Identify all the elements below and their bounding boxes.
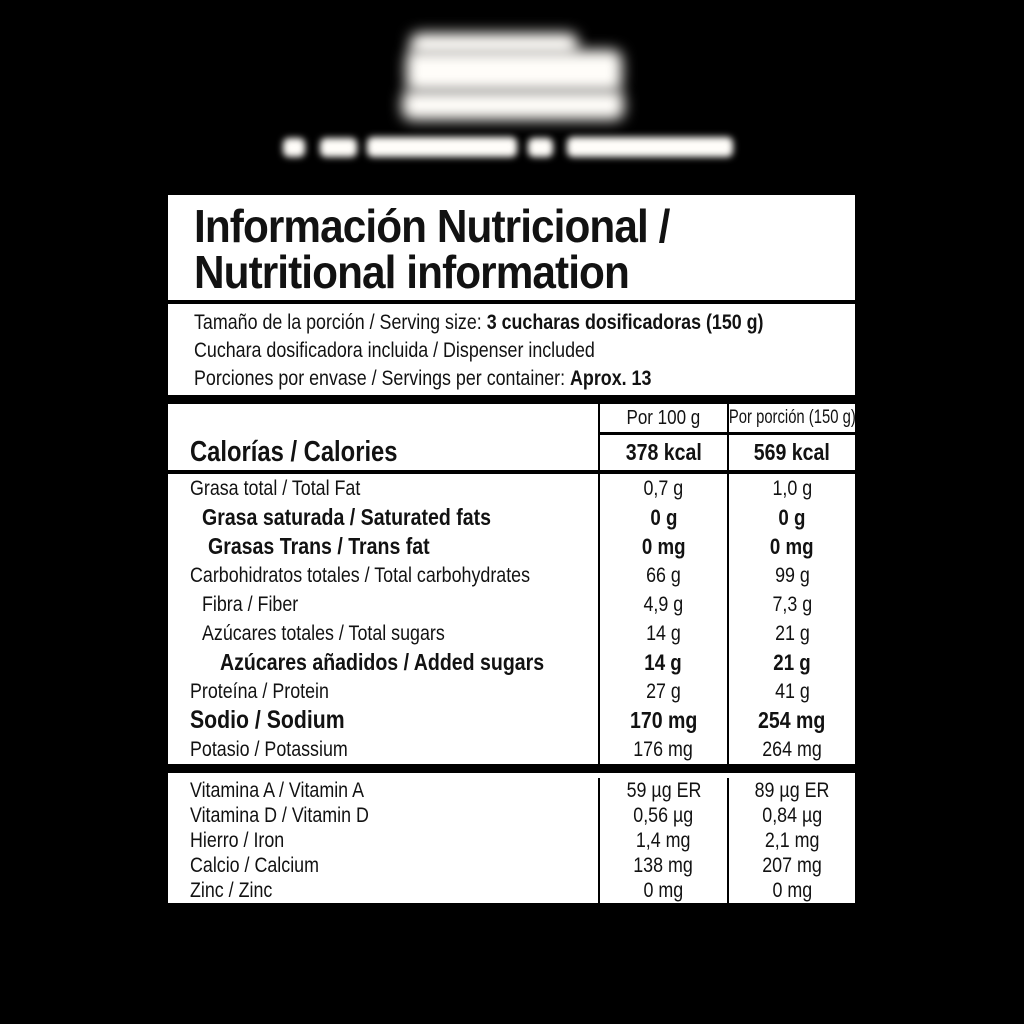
tagline-word-blob xyxy=(367,137,517,157)
row-label: Azúcares totales / Total sugars xyxy=(202,621,445,645)
table-row-vitamin-a: Vitamina A / Vitamin A 59 µg ER 89 µg ER xyxy=(168,778,855,803)
row-value-per100: 0,56 µg xyxy=(598,803,727,828)
row-label: Hierro / Iron xyxy=(190,828,285,852)
table-row-saturated-fat: Grasa saturada / Saturated fats 0 g 0 g xyxy=(168,503,855,532)
serving-size-line: Tamaño de la porción / Serving size: 3 c… xyxy=(194,309,845,337)
row-value-per-portion: 1,0 g xyxy=(727,474,855,503)
row-value-per100: 14 g xyxy=(598,619,727,648)
calories-per-portion: 569 kcal xyxy=(727,435,855,470)
table-row-calcium: Calcio / Calcium 138 mg 207 mg xyxy=(168,853,855,878)
servings-per-container-line: Porciones por envase / Servings per cont… xyxy=(194,365,845,393)
row-value-per100: 0 g xyxy=(598,503,727,532)
row-value-per100: 0 mg xyxy=(598,532,727,561)
brand-logo-blob-top xyxy=(410,33,578,55)
row-label: Vitamina A / Vitamin A xyxy=(190,778,364,802)
servings-value: Aprox. 13 xyxy=(570,367,652,390)
serving-info-section: Tamaño de la porción / Serving size: 3 c… xyxy=(168,304,855,404)
serving-size-prefix: Tamaño de la porción / Serving size: xyxy=(194,311,487,334)
row-value-per-portion: 99 g xyxy=(727,561,855,590)
table-row-vitamin-d: Vitamina D / Vitamin D 0,56 µg 0,84 µg xyxy=(168,803,855,828)
dispenser-line: Cuchara dosificadora incluida / Dispense… xyxy=(194,337,845,365)
row-value-per-portion: 0 g xyxy=(727,503,855,532)
row-value-per-portion: 7,3 g xyxy=(727,590,855,619)
table-row-zinc: Zinc / Zinc 0 mg 0 mg xyxy=(168,878,855,903)
row-value-per100: 14 g xyxy=(598,648,727,677)
tagline-word-blob xyxy=(320,138,357,157)
row-label: Potasio / Potassium xyxy=(190,737,348,761)
table-row-trans-fat: Grasas Trans / Trans fat 0 mg 0 mg xyxy=(168,532,855,561)
tagline-word-blob xyxy=(567,137,733,157)
row-value-per-portion: 21 g xyxy=(727,619,855,648)
header-per-100g: Por 100 g xyxy=(598,404,727,435)
row-value-per100: 4,9 g xyxy=(598,590,727,619)
row-label: Sodio / Sodium xyxy=(190,706,345,734)
nutrition-table: Por 100 g Por porción (150 g) Calorías /… xyxy=(168,404,855,764)
row-value-per-portion: 0,84 µg xyxy=(727,803,855,828)
table-row-added-sugars: Azúcares añadidos / Added sugars 14 g 21… xyxy=(168,648,855,677)
header-per-portion: Por porción (150 g) xyxy=(727,404,855,435)
tagline-word-blob xyxy=(528,138,553,157)
row-label: Azúcares añadidos / Added sugars xyxy=(220,649,545,675)
row-value-per100: 27 g xyxy=(598,677,727,706)
calories-per-100g: 378 kcal xyxy=(598,435,727,470)
serving-size-value: 3 cucharas dosificadoras (150 g) xyxy=(486,311,764,334)
row-value-per100: 170 mg xyxy=(598,706,727,735)
row-value-per100: 66 g xyxy=(598,561,727,590)
row-value-per100: 0 mg xyxy=(598,878,727,903)
row-label: Zinc / Zinc xyxy=(190,878,273,902)
row-value-per-portion: 0 mg xyxy=(727,878,855,903)
row-value-per-portion: 41 g xyxy=(727,677,855,706)
row-value-per100: 138 mg xyxy=(598,853,727,878)
row-value-per-portion: 21 g xyxy=(727,648,855,677)
calories-row: Calorías / Calories 378 kcal 569 kcal xyxy=(168,435,855,474)
table-row-sodium: Sodio / Sodium 170 mg 254 mg xyxy=(168,706,855,735)
row-value-per100: 176 mg xyxy=(598,735,727,764)
servings-prefix: Porciones por envase / Servings per cont… xyxy=(194,367,571,390)
dispenser-text: Cuchara dosificadora incluida / Dispense… xyxy=(194,339,595,362)
header-empty-cell xyxy=(168,404,598,435)
row-value-per-portion: 2,1 mg xyxy=(727,828,855,853)
table-row-fiber: Fibra / Fiber 4,9 g 7,3 g xyxy=(168,590,855,619)
table-row-total-carbohydrates: Carbohidratos totales / Total carbohydra… xyxy=(168,561,855,590)
row-label: Fibra / Fiber xyxy=(202,592,299,616)
row-label: Grasas Trans / Trans fat xyxy=(208,533,430,559)
row-label: Grasa saturada / Saturated fats xyxy=(202,504,492,530)
brand-logo-blob-mid xyxy=(406,50,622,92)
title-line-1: Información Nutricional / xyxy=(194,200,670,252)
title-line-2: Nutritional information xyxy=(194,246,630,298)
row-label: Carbohidratos totales / Total carbohydra… xyxy=(190,563,531,587)
table-row-total-sugars: Azúcares totales / Total sugars 14 g 21 … xyxy=(168,619,855,648)
row-value-per100: 59 µg ER xyxy=(598,778,727,803)
table-row-total-fat: Grasa total / Total Fat 0,7 g 1,0 g xyxy=(168,474,855,503)
row-value-per-portion: 264 mg xyxy=(727,735,855,764)
label-title-section: Información Nutricional / Nutritional in… xyxy=(168,195,855,304)
nutrition-label: Información Nutricional / Nutritional in… xyxy=(163,190,860,908)
row-value-per-portion: 0 mg xyxy=(727,532,855,561)
row-value-per100: 0,7 g xyxy=(598,474,727,503)
row-label: Grasa total / Total Fat xyxy=(190,476,361,500)
calories-label: Calorías / Calories xyxy=(190,436,398,468)
tagline-word-blob xyxy=(283,138,305,157)
row-value-per-portion: 254 mg xyxy=(727,706,855,735)
table-row-iron: Hierro / Iron 1,4 mg 2,1 mg xyxy=(168,828,855,853)
row-value-per-portion: 207 mg xyxy=(727,853,855,878)
brand-logo-blob-bottom xyxy=(402,90,624,120)
table-row-potassium: Potasio / Potassium 176 mg 264 mg xyxy=(168,735,855,764)
vitamins-minerals-section: Vitamina A / Vitamin A 59 µg ER 89 µg ER… xyxy=(168,764,855,907)
row-label: Proteína / Protein xyxy=(190,679,329,703)
column-header-row: Por 100 g Por porción (150 g) xyxy=(168,404,855,435)
table-row-protein: Proteína / Protein 27 g 41 g xyxy=(168,677,855,706)
row-label: Vitamina D / Vitamin D xyxy=(190,803,369,827)
row-label: Calcio / Calcium xyxy=(190,853,319,877)
row-value-per-portion: 89 µg ER xyxy=(727,778,855,803)
row-value-per100: 1,4 mg xyxy=(598,828,727,853)
